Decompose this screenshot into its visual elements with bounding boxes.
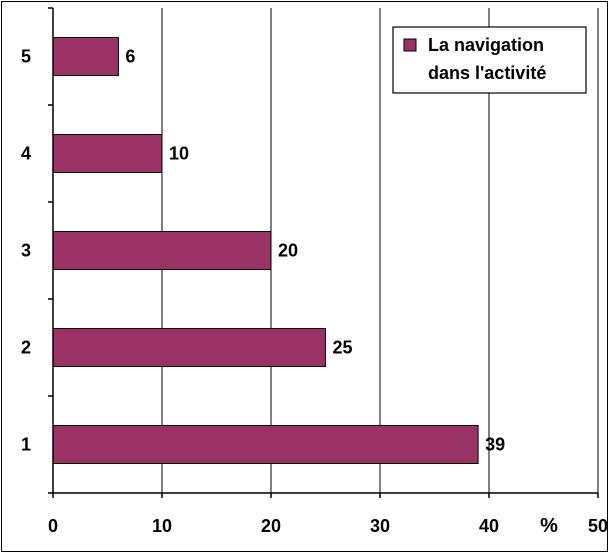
bars [52,37,479,464]
data-label-2: 25 [333,338,353,358]
axes [48,7,599,498]
x-tick-labels: 0 10 20 30 40 50 [48,516,608,536]
y-tick-label-1: 1 [21,435,31,455]
data-label-3: 20 [278,241,298,261]
data-labels: 39 25 20 10 6 [125,47,505,455]
data-label-1: 39 [485,435,505,455]
x-tick-label-20: 20 [261,516,281,536]
legend-label-line1: La navigation [428,35,544,55]
y-tick-label-3: 3 [21,241,31,261]
y-tick-label-2: 2 [21,338,31,358]
x-tick-label-50: 50 [588,516,608,536]
data-label-4: 10 [169,144,189,164]
bar-5 [52,37,119,76]
bar-4 [52,134,163,173]
y-tick-label-5: 5 [21,47,31,67]
x-tick-label-10: 10 [152,516,172,536]
bar-2 [52,328,326,367]
legend-swatch [403,38,417,52]
x-tick-label-0: 0 [48,516,58,536]
legend: La navigation dans l'activité [392,26,587,94]
x-axis-label: % [540,515,558,537]
legend-box [392,26,587,94]
bar-3 [52,231,272,270]
y-tick-labels: 1 2 3 4 5 [21,47,31,455]
bar-1 [52,425,479,464]
legend-label-line2: dans l'activité [428,63,546,83]
y-tick-label-4: 4 [21,144,31,164]
data-label-5: 6 [125,47,135,67]
x-tick-label-30: 30 [370,516,390,536]
x-tick-label-40: 40 [479,516,499,536]
